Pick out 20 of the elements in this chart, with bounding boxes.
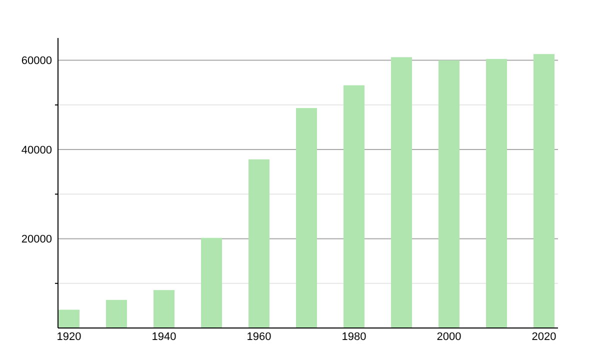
x-tick-label: 2000 (436, 331, 462, 343)
x-tick-label: 1940 (152, 331, 176, 343)
bar (58, 310, 80, 328)
bar (201, 238, 222, 328)
bar (154, 290, 174, 328)
y-tick-label: 60000 (21, 55, 52, 68)
x-tick-label: 1960 (246, 331, 272, 343)
bar (486, 58, 507, 328)
bar (534, 54, 554, 328)
bar (344, 85, 364, 328)
bar (391, 57, 412, 328)
x-tick-label: 1980 (342, 331, 366, 343)
bar (296, 108, 317, 328)
y-tick-label: 40000 (21, 144, 52, 156)
bar (438, 60, 460, 328)
y-tick-label: 20000 (21, 234, 52, 246)
x-tick-label: 2020 (532, 331, 556, 343)
x-tick-label: 1920 (56, 331, 82, 343)
bar (106, 300, 127, 328)
bar (248, 159, 270, 328)
